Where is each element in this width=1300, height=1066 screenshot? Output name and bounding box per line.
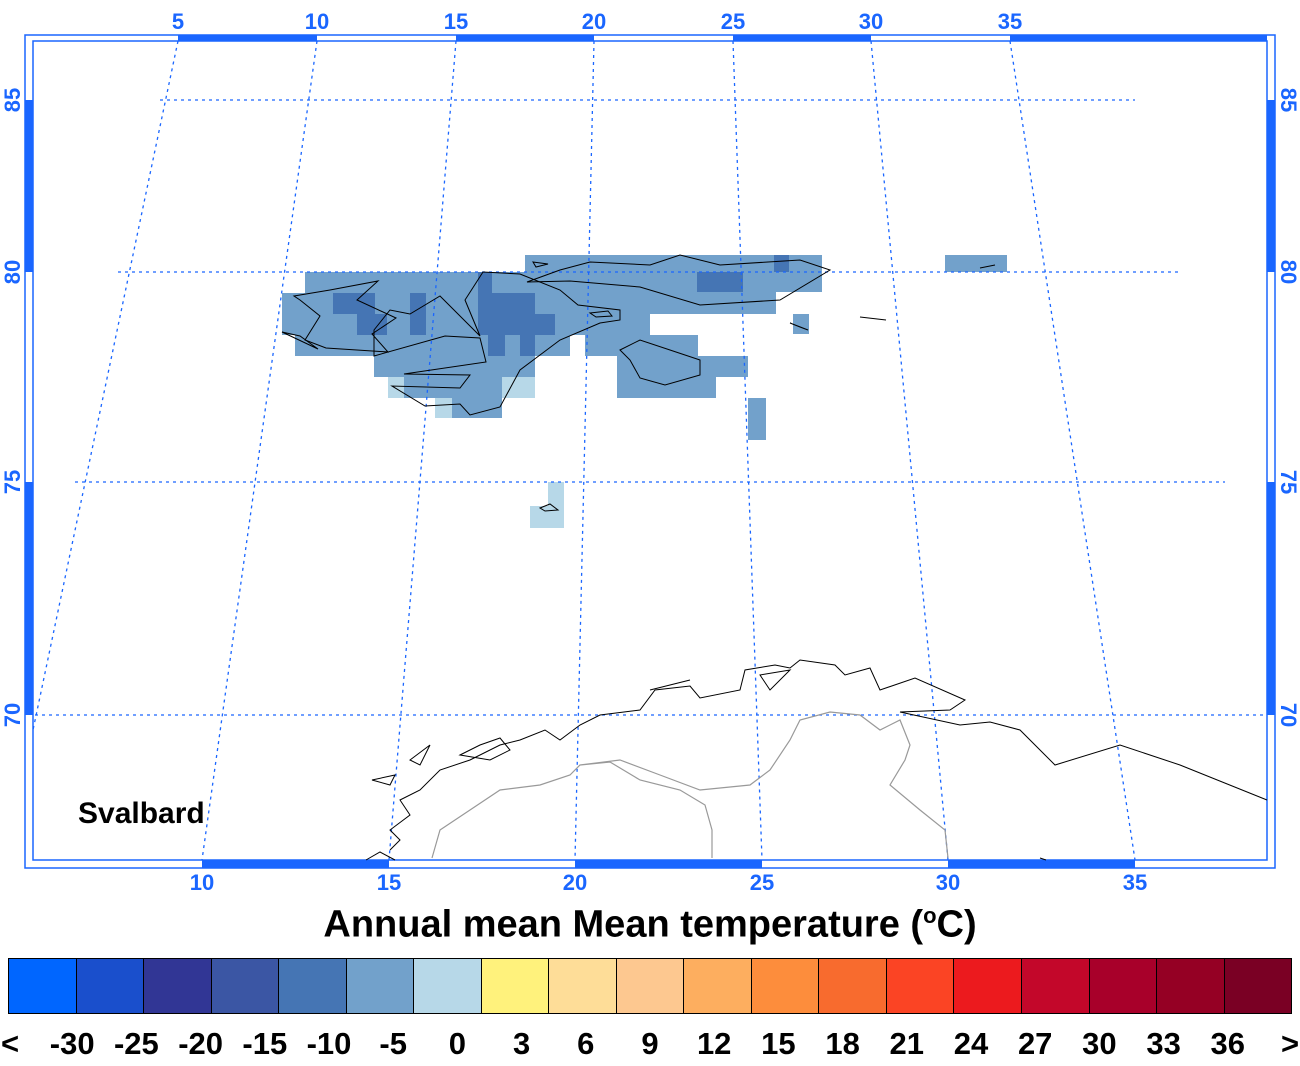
colorbar-tick-label: 27 (1017, 1026, 1053, 1061)
colorbar-tick-label: 15 (761, 1026, 796, 1061)
colorbar-tick-label: 9 (641, 1026, 659, 1061)
colorbar-tick-label: < (0, 1026, 20, 1061)
degree-sup: o (923, 903, 937, 928)
frame-ticks (25, 35, 1275, 868)
colorbar-swatch (481, 959, 550, 1013)
colorbar-tick-label: -15 (242, 1026, 288, 1061)
left-lat-labels: 85 80 75 70 (0, 88, 25, 727)
colorbar-tick-label: 12 (696, 1026, 732, 1061)
lat-label: 80 (0, 260, 25, 284)
colorbar-tick-label: 33 (1146, 1026, 1181, 1061)
lon-label: 20 (563, 870, 587, 895)
colorbar-tick-label: -25 (113, 1026, 159, 1061)
lon-label: 35 (1123, 870, 1147, 895)
title-unit: C) (936, 903, 977, 946)
colorbar-swatch (9, 959, 77, 1013)
colorbar-swatch (1021, 959, 1090, 1013)
colorbar-swatch (346, 959, 415, 1013)
colorbar-tick-label: -10 (306, 1026, 352, 1061)
colorbar-tick-label: 36 (1210, 1026, 1246, 1061)
colorbar-tick-label: -30 (49, 1026, 95, 1061)
colorbar-swatch (1157, 959, 1225, 1013)
colorbar-tick-label: 6 (577, 1026, 595, 1061)
lat-label: 70 (1276, 703, 1300, 727)
colorbar (8, 958, 1292, 1014)
region-label: Svalbard (78, 797, 205, 830)
colorbar-swatch (76, 959, 145, 1013)
lat-label: 75 (0, 470, 25, 494)
colorbar-swatch (1224, 959, 1292, 1013)
colorbar-swatch (886, 959, 955, 1013)
lat-label: 80 (1276, 260, 1300, 284)
colorbar-tick-label: 3 (512, 1026, 531, 1061)
lon-label: 15 (444, 9, 468, 34)
colorbar-swatch (144, 959, 212, 1013)
lon-label: 30 (936, 870, 960, 895)
colorbar-tick-label: -5 (379, 1026, 407, 1061)
lon-label: 35 (998, 9, 1022, 34)
lon-label: 15 (377, 870, 401, 895)
map-title: Annual mean Mean temperature (oC) (0, 903, 1300, 947)
colorbar-tick-label: > (1280, 1026, 1300, 1061)
colorbar-swatch (616, 959, 685, 1013)
lat-label: 85 (1276, 88, 1300, 112)
colorbar-tick-label: 0 (448, 1026, 467, 1061)
colorbar-tick-label: 30 (1082, 1026, 1117, 1061)
lon-label: 25 (750, 870, 774, 895)
map-frame-inner (32, 40, 1268, 861)
colorbar-swatch (211, 959, 280, 1013)
colorbar-swatch (751, 959, 820, 1013)
borders (431, 711, 949, 859)
colorbar-swatch (954, 959, 1022, 1013)
top-lon-labels: 5 10 15 20 25 30 35 (172, 9, 1022, 34)
graticule (32, 40, 1265, 861)
temperature-cells (282, 255, 1007, 528)
colorbar-swatch (549, 959, 617, 1013)
lat-label: 85 (0, 88, 25, 112)
colorbar-swatch (279, 959, 347, 1013)
colorbar-tick-label: 24 (953, 1026, 989, 1061)
colorbar-swatch (1089, 959, 1158, 1013)
colorbar-swatch (684, 959, 752, 1013)
colorbar-swatch (819, 959, 887, 1013)
lon-label: 20 (582, 9, 606, 34)
lon-label: 30 (859, 9, 883, 34)
map-frame-outer (24, 34, 1276, 869)
map: 5 10 15 20 25 30 35 10 15 20 25 30 35 85… (0, 9, 1300, 895)
bottom-lon-labels: 10 15 20 25 30 35 (190, 870, 1147, 895)
title-text: Annual mean Mean temperature ( (323, 903, 924, 946)
colorbar-tick-label: 18 (825, 1026, 860, 1061)
right-lat-labels: 85 80 75 70 (1276, 88, 1300, 727)
lon-label: 5 (172, 9, 184, 34)
colorbar-tick-label: -20 (178, 1026, 223, 1061)
lat-label: 70 (0, 703, 25, 727)
lat-label: 75 (1276, 470, 1300, 494)
lon-label: 25 (721, 9, 745, 34)
colorbar-swatch (414, 959, 482, 1013)
lon-label: 10 (190, 870, 214, 895)
colorbar-tick-label: 21 (889, 1026, 925, 1061)
coastlines (281, 254, 1268, 861)
colorbar-tick-labels: < -30 -25 -20 -15 -10 -5 0 3 6 9 12 15 18 21 24 27 30 33 36… (0, 1026, 1300, 1066)
lon-label: 10 (305, 9, 329, 34)
